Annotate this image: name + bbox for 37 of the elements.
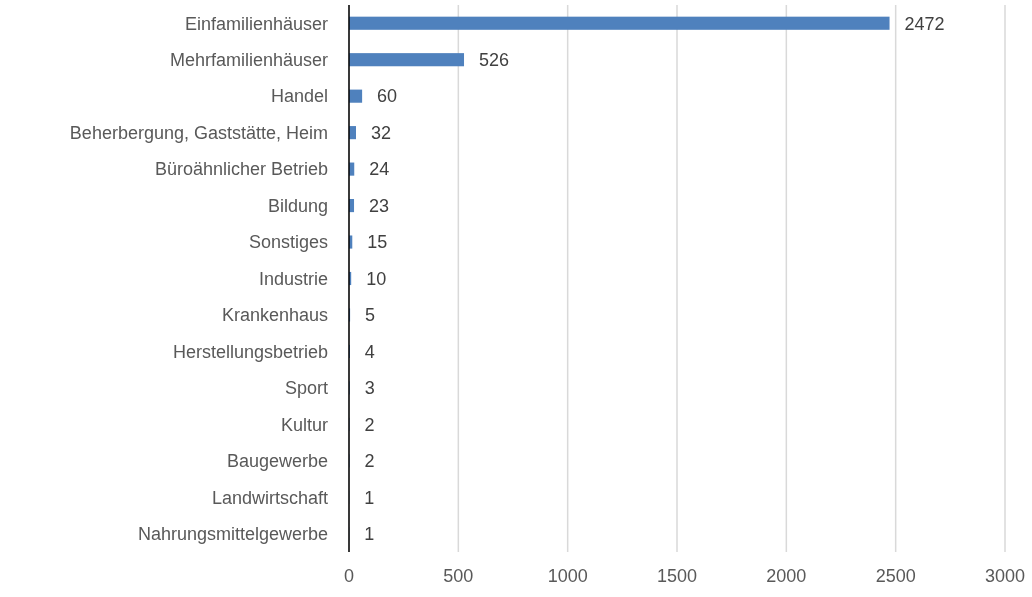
data-label: 3 [364,378,375,399]
y-tick-label: Herstellungsbetrieb [172,341,328,362]
x-tick-label: 1000 [547,566,588,586]
x-tick-label: 1500 [656,566,698,586]
y-tick-label: Nahrungsmittelgewerbe [137,524,328,545]
data-label: 4 [364,341,375,362]
data-label: 60 [377,86,398,107]
data-label: 24 [369,159,390,180]
y-tick-label: Kultur [280,414,328,435]
y-tick-label: Landwirtschaft [211,487,328,508]
data-label: 5 [365,305,376,326]
y-tick-label: Krankenhaus [221,305,328,326]
data-label: 2472 [904,13,945,34]
x-tick-label: 2000 [766,566,807,586]
y-tick-label: Industrie [258,268,328,289]
y-tick-label: Sport [284,378,328,399]
data-label: 32 [371,122,392,143]
x-tick-label: 3000 [984,566,1026,586]
data-label: 1 [364,487,375,508]
y-tick-label: Bildung [267,195,328,216]
data-label: 526 [479,50,510,70]
y-tick-label: Handel [270,86,328,107]
data-label: 15 [367,232,388,253]
data-label: 2 [364,414,375,435]
y-tick-label: Sonstiges [248,232,328,253]
x-tick-label: 0 [343,566,355,586]
y-tick-label: Baugewerbe [226,451,328,472]
data-label: 23 [369,195,390,216]
y-tick-label: Mehrfamilienhäuser [169,50,328,70]
y-tick-label: Beherbergung, Gaststätte, Heim [69,122,328,143]
y-tick-label: Einfamilienhäuser [184,13,328,34]
x-tick-label: 2500 [875,566,916,586]
data-label: 10 [366,268,387,289]
data-label: 2 [364,451,375,472]
data-label: 1 [364,524,375,545]
y-tick-label: Büroähnlicher Betrieb [154,159,328,180]
x-tick-label: 500 [443,566,474,586]
